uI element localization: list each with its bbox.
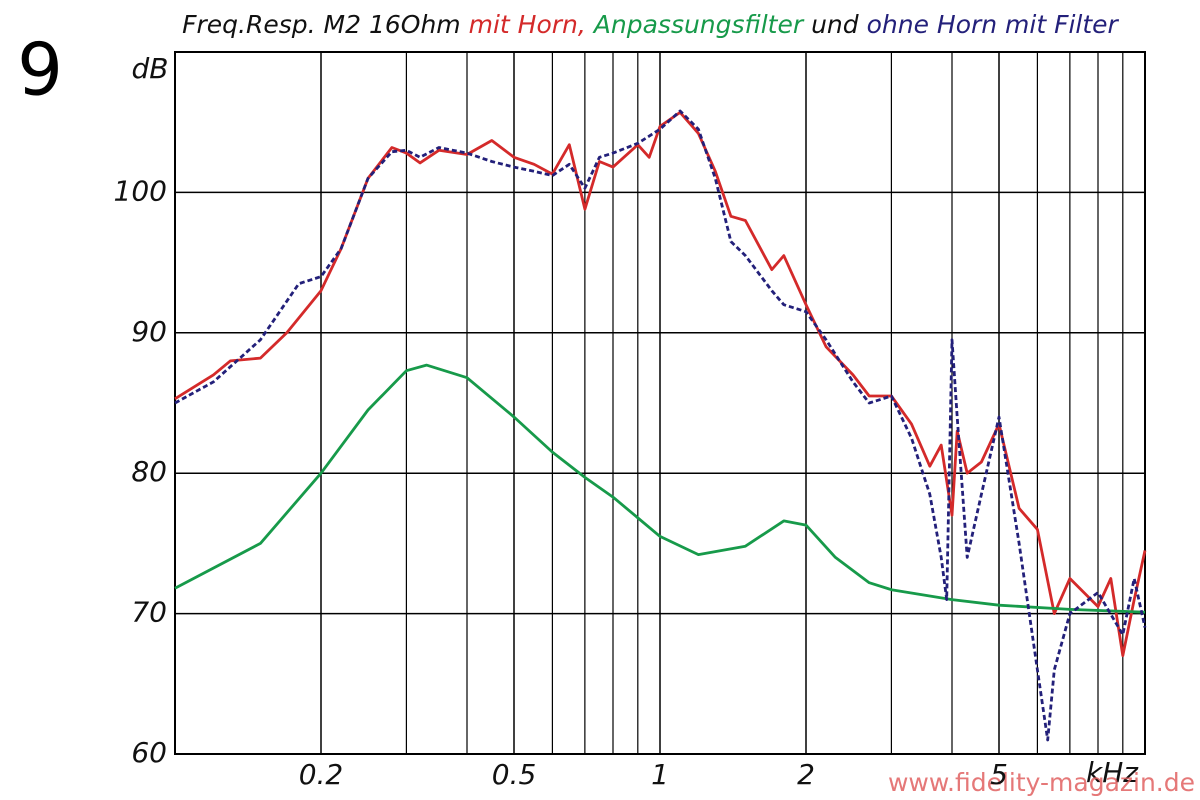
x-tick-label: 2 (797, 758, 815, 791)
legend-entry: ohne Horn mit Filter (867, 10, 1120, 39)
title-prefix: Freq.Resp. M2 16Ohm (182, 10, 461, 39)
y-axis-label: dB (132, 52, 169, 85)
series-line (174, 109, 1147, 742)
x-tick-label: 0.5 (492, 758, 537, 791)
x-axis-label: kHz (1086, 756, 1139, 789)
chart-title: Freq.Resp. M2 16Ohm mit Horn, Anpassungs… (182, 10, 1119, 39)
x-tick-label: 1 (651, 758, 669, 791)
title-joiner: und (811, 10, 859, 39)
legend-entry: Anpassungsfilter (592, 10, 805, 39)
watermark: www.fidelity-magazin.de (888, 768, 1195, 797)
x-tick-label: 5 (990, 758, 1008, 791)
x-tick-label: 0.2 (299, 758, 344, 791)
y-tick-label: 80 (131, 455, 167, 488)
series-line (174, 363, 1146, 614)
y-tick-label: 60 (131, 736, 167, 769)
figure-number: 9 (17, 28, 63, 112)
y-tick-label: 100 (114, 174, 167, 207)
y-tick-label: 90 (131, 315, 167, 348)
legend-entry: mit Horn, (469, 10, 586, 39)
y-tick-label: 70 (131, 596, 167, 629)
